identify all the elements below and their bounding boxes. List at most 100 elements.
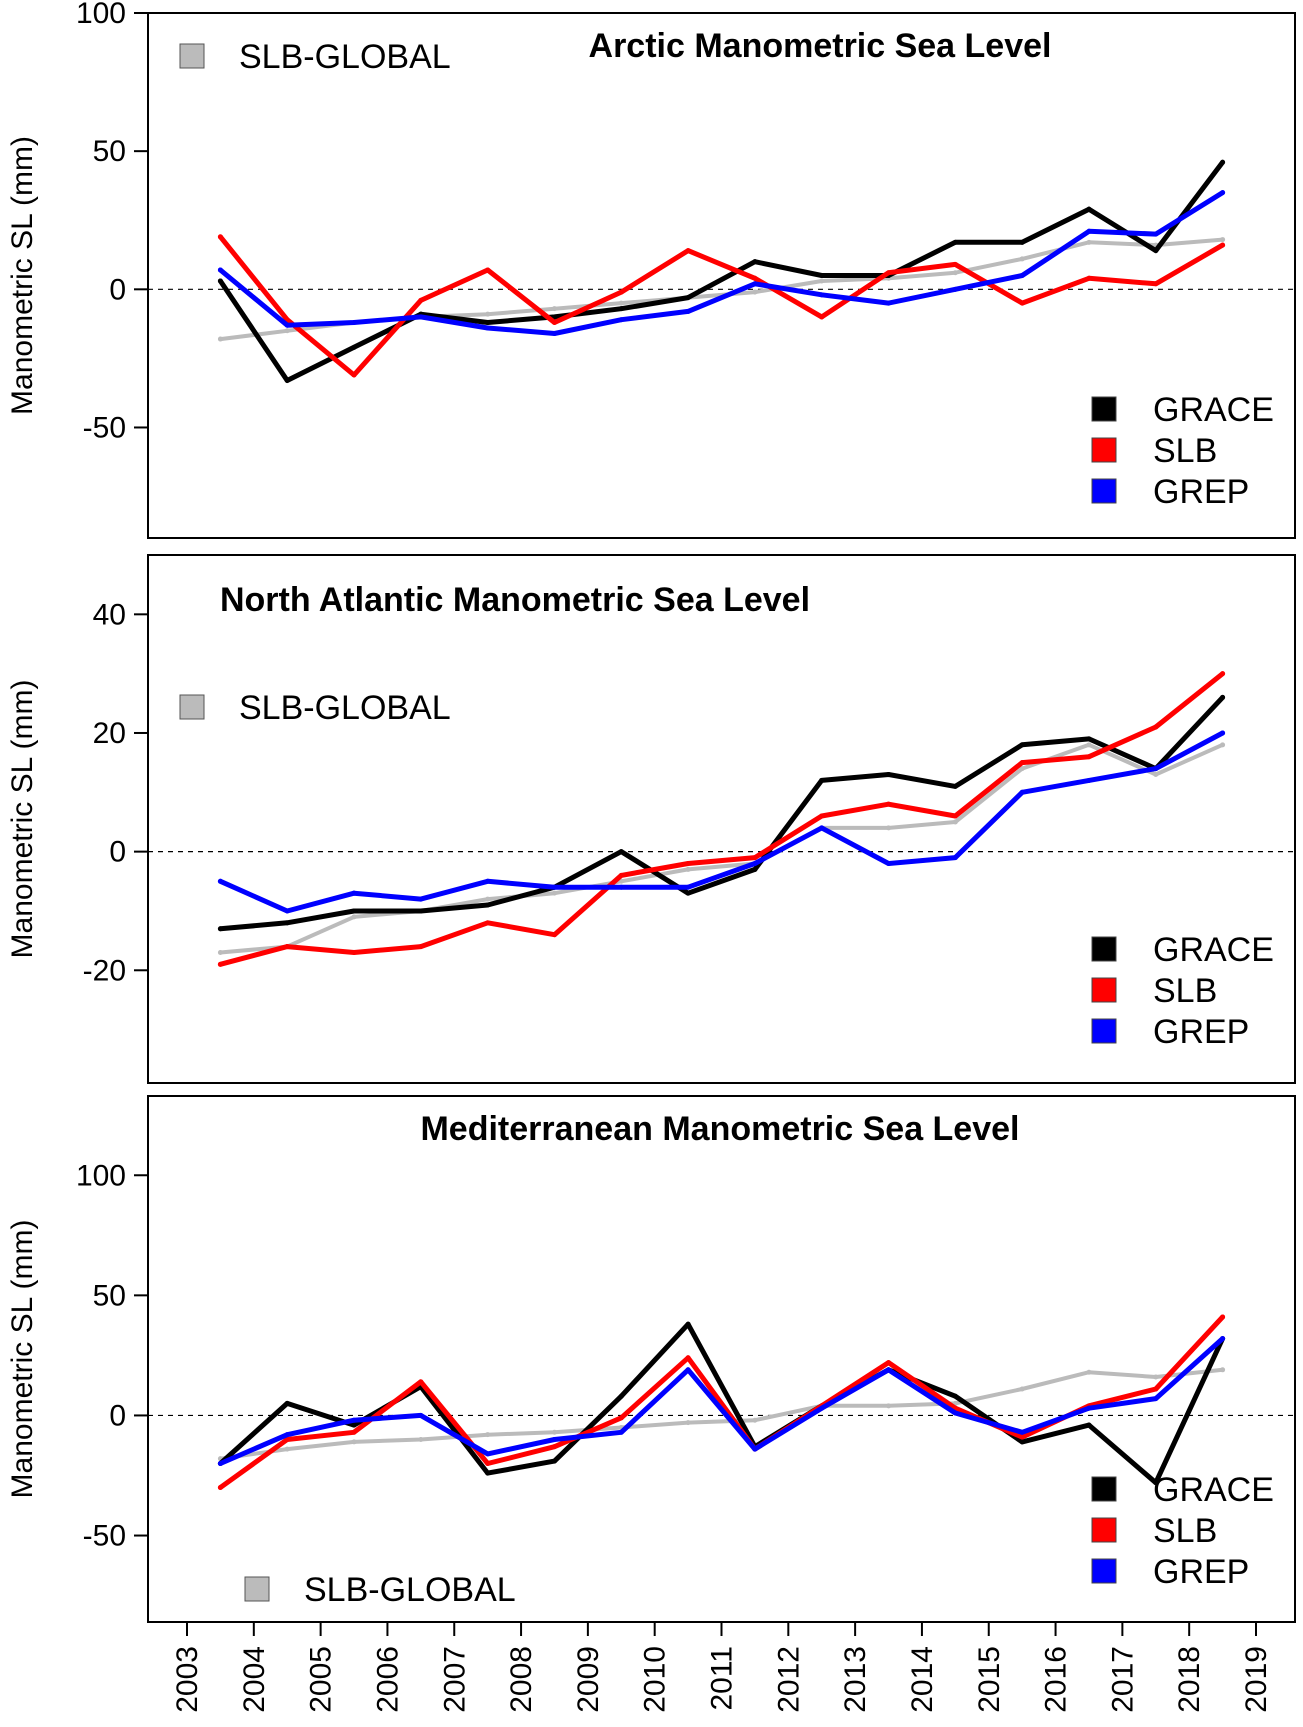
data-point-slb-global xyxy=(284,1446,290,1452)
data-point-grace xyxy=(1019,239,1025,245)
x-tick-label: 2018 xyxy=(1173,1646,1206,1713)
data-point-slb-global xyxy=(752,289,758,295)
data-point-slb xyxy=(685,860,691,866)
data-point-slb xyxy=(952,813,958,819)
legend-swatch-slb-global xyxy=(244,1576,270,1602)
legend-label-slb: SLB xyxy=(1153,432,1217,470)
data-point-grep xyxy=(752,1446,758,1452)
data-point-grace xyxy=(284,1400,290,1406)
data-point-grep xyxy=(1086,777,1092,783)
data-point-slb-global xyxy=(1086,239,1092,245)
data-point-grace xyxy=(618,1393,624,1399)
data-point-slb-global xyxy=(618,300,624,306)
x-tick-label: 2006 xyxy=(371,1646,404,1713)
data-point-grep xyxy=(217,1460,223,1466)
plot-frame xyxy=(147,12,1296,539)
data-point-slb-global xyxy=(685,1420,691,1426)
data-point-slb xyxy=(551,932,557,938)
data-point-grep xyxy=(485,1451,491,1457)
data-point-grep xyxy=(618,884,624,890)
data-point-slb xyxy=(1019,760,1025,766)
data-point-grep xyxy=(886,1367,892,1373)
legend-swatch-grep xyxy=(1091,1558,1117,1584)
data-point-grace xyxy=(418,908,424,914)
legend-label-slb-global: SLB-GLOBAL xyxy=(239,689,451,727)
data-point-grep xyxy=(217,267,223,273)
data-point-slb xyxy=(418,944,424,950)
data-point-grace xyxy=(1153,248,1159,254)
data-point-slb xyxy=(819,813,825,819)
data-point-slb-global xyxy=(752,1417,758,1423)
data-point-grace xyxy=(1019,742,1025,748)
x-tick-label: 2007 xyxy=(438,1646,471,1713)
data-point-grace xyxy=(886,772,892,778)
data-point-slb-global xyxy=(886,1403,892,1409)
y-tick-label: 40 xyxy=(93,598,126,631)
data-point-grace xyxy=(217,926,223,932)
data-point-slb xyxy=(1086,275,1092,281)
x-tick-label: 2019 xyxy=(1240,1646,1273,1713)
data-point-grep xyxy=(685,1367,691,1373)
data-point-slb-global xyxy=(1153,1374,1159,1380)
data-point-grep xyxy=(819,825,825,831)
series-line-grace xyxy=(217,694,1226,932)
series-line-slb-global xyxy=(218,1367,1225,1461)
data-point-slb xyxy=(1220,671,1226,677)
data-point-slb xyxy=(886,270,892,276)
data-point-slb-global xyxy=(351,914,357,920)
data-point-slb-global xyxy=(284,328,290,334)
x-tick-label: 2005 xyxy=(305,1646,338,1713)
data-point-slb xyxy=(485,920,491,926)
series-line-grep xyxy=(217,730,1226,914)
legend-swatch-grace xyxy=(1091,1476,1117,1502)
data-point-grace xyxy=(1086,206,1092,212)
data-point-grace xyxy=(1220,159,1226,165)
data-point-grep xyxy=(952,286,958,292)
series-line-grep xyxy=(217,190,1226,336)
legend-swatch-grace xyxy=(1091,936,1117,962)
legend-label-grep: GREP xyxy=(1153,1553,1249,1591)
data-point-grep xyxy=(952,855,958,861)
data-point-grace xyxy=(551,314,557,320)
y-tick-label: -20 xyxy=(83,954,126,987)
data-point-grace xyxy=(685,1321,691,1327)
data-point-grep xyxy=(819,292,825,298)
data-point-slb-global xyxy=(551,890,557,896)
legend-swatch-grace xyxy=(1091,396,1117,422)
chart-title: Mediterranean Manometric Sea Level xyxy=(420,1110,1019,1148)
legend-swatch-slb xyxy=(1091,977,1117,1003)
data-point-slb xyxy=(952,261,958,267)
data-layer xyxy=(217,159,1226,383)
data-point-slb xyxy=(1153,724,1159,730)
data-point-grep xyxy=(485,878,491,884)
data-point-grep xyxy=(1220,1336,1226,1342)
data-point-grep xyxy=(1153,1396,1159,1402)
data-point-slb-global xyxy=(551,1429,557,1435)
data-point-grace xyxy=(1086,1422,1092,1428)
legend-swatch-grep xyxy=(1091,1018,1117,1044)
data-point-slb-global xyxy=(1086,1369,1092,1375)
data-point-slb xyxy=(752,275,758,281)
data-point-grep xyxy=(819,1405,825,1411)
data-point-slb xyxy=(284,1436,290,1442)
legend-label-slb-global: SLB-GLOBAL xyxy=(239,38,451,76)
y-tick-label: 50 xyxy=(93,1279,126,1312)
data-point-grace xyxy=(284,378,290,383)
data-point-slb xyxy=(1086,754,1092,760)
data-point-slb-global xyxy=(1220,742,1226,748)
data-point-grace xyxy=(752,259,758,265)
data-point-slb xyxy=(217,234,223,240)
data-point-slb-global xyxy=(1220,237,1226,243)
legend-swatch-slb xyxy=(1091,437,1117,463)
data-point-slb-global xyxy=(418,1436,424,1442)
legend-label-grace: GRACE xyxy=(1153,931,1274,969)
data-point-grep xyxy=(418,314,424,320)
data-point-slb-global xyxy=(351,1439,357,1445)
data-point-slb xyxy=(418,1379,424,1385)
y-axis-label: Manometric SL (mm) xyxy=(6,680,39,959)
y-tick-label: 50 xyxy=(93,135,126,168)
plot-frame xyxy=(147,554,1296,1084)
x-tick-label: 2003 xyxy=(171,1646,204,1713)
data-point-grep xyxy=(1220,730,1226,736)
legend-swatch-slb xyxy=(1091,1517,1117,1543)
